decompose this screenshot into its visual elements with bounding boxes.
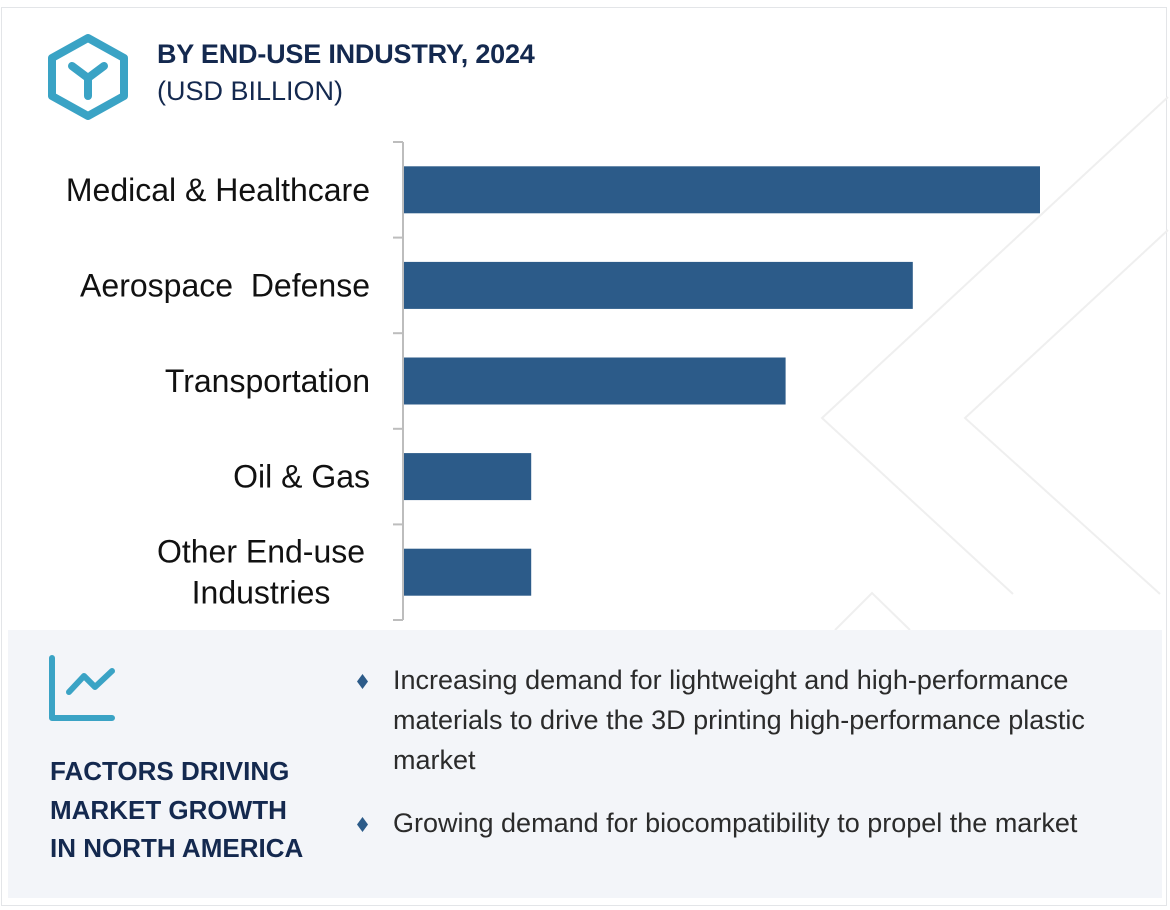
diamond-bullet-icon xyxy=(357,674,368,689)
factor-bullet-text: Growing demand for biocompatibility to p… xyxy=(393,808,1078,838)
factors-title-line: FACTORS DRIVING xyxy=(50,756,290,786)
bar xyxy=(404,548,532,596)
trend-chart-icon xyxy=(49,655,115,721)
chart-title: BY END-USE INDUSTRY, 2024 xyxy=(157,39,535,69)
category-label: Medical & Healthcare xyxy=(66,172,370,208)
factors-bullet-list: Increasing demand for lightweight and hi… xyxy=(352,660,1142,866)
factors-title-line: MARKET GROWTH xyxy=(50,794,287,825)
bar xyxy=(404,357,786,405)
category-label: Other End-use xyxy=(157,534,365,570)
category-label: Oil & Gas xyxy=(233,459,370,495)
bar xyxy=(404,261,913,309)
category-label: Aerospace Defense xyxy=(80,267,370,303)
bar-chart: Medical & Healthcare Aerospace Defense Tra… xyxy=(66,141,1040,621)
factors-title-line: IN NORTH AMERICA xyxy=(50,833,304,863)
factors-title: FACTORS DRIVING MARKET GROWTH IN NORTH A… xyxy=(50,752,340,868)
category-label: Transportation xyxy=(165,363,370,399)
chart-subtitle: (USD BILLION) xyxy=(157,76,344,106)
factor-bullet-text: Increasing demand for lightweight and hi… xyxy=(393,665,1085,775)
factors-panel xyxy=(8,630,1162,898)
factor-bullet: Increasing demand for lightweight and hi… xyxy=(352,660,1142,780)
hexagon-y-logo-icon xyxy=(48,34,128,120)
bar xyxy=(404,453,532,501)
factor-bullet: Growing demand for biocompatibility to p… xyxy=(352,803,1142,843)
category-label: Industries xyxy=(192,575,331,611)
bar xyxy=(404,166,1040,214)
diamond-bullet-icon xyxy=(357,817,368,832)
